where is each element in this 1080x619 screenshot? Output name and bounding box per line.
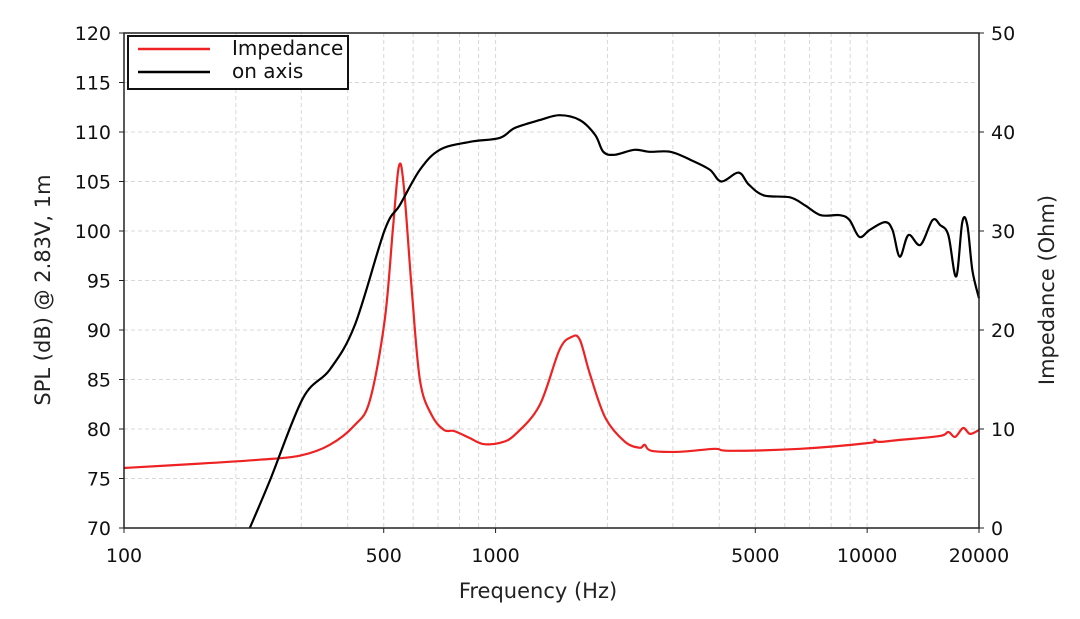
legend: Impedance on axis xyxy=(127,35,349,90)
y-tick-label: 100 xyxy=(75,221,111,243)
x-tick-label: 100 xyxy=(106,545,142,567)
series-layer xyxy=(123,114,981,529)
y2-axis-title: Impedance (Ohm) xyxy=(1035,195,1059,385)
y-tick-label: 90 xyxy=(87,320,111,342)
y2-tick-label: 0 xyxy=(991,518,1003,540)
y-tick-label: 120 xyxy=(75,23,111,45)
y-tick-label: 80 xyxy=(87,419,111,441)
x-tick-label: 20000 xyxy=(949,545,1009,567)
y2-tick-label: 20 xyxy=(991,320,1015,342)
series-line-impedance xyxy=(123,162,980,470)
y2-tick-label: 40 xyxy=(991,122,1015,144)
tick-labels: 70 75 80 85 90 95 100 105 110 115 120 0 10 20 30 40 50 10… xyxy=(75,23,1015,567)
y-tick-label: 95 xyxy=(87,271,111,293)
y2-tick-label: 30 xyxy=(991,221,1015,243)
y-tick-label: 85 xyxy=(87,370,111,392)
x-tick-label: 10000 xyxy=(837,545,897,567)
y2-tick-label: 50 xyxy=(991,23,1015,45)
x-tick-label: 5000 xyxy=(731,545,779,567)
legend-label-impedance: Impedance xyxy=(232,36,343,60)
y2-tick-label: 10 xyxy=(991,419,1015,441)
series-line-on-axis xyxy=(248,114,981,529)
y-tick-label: 115 xyxy=(75,73,111,95)
x-tick-label: 500 xyxy=(366,545,402,567)
legend-label-on-axis: on axis xyxy=(232,59,303,83)
y-tick-label: 110 xyxy=(75,122,111,144)
grid xyxy=(124,33,979,528)
y-tick-label: 75 xyxy=(87,469,111,491)
x-axis-title: Frequency (Hz) xyxy=(459,579,617,603)
x-tick-label: 1000 xyxy=(471,545,519,567)
y-tick-label: 105 xyxy=(75,172,111,194)
y-tick-label: 70 xyxy=(87,518,111,540)
y-axis-title: SPL (dB) @ 2.83V, 1m xyxy=(31,174,55,405)
legend-box xyxy=(127,35,349,90)
